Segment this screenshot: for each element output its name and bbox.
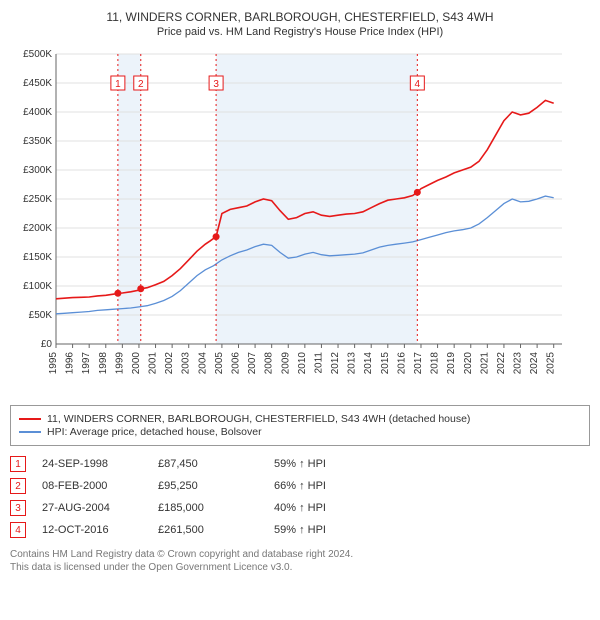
svg-text:2002: 2002 [164, 352, 175, 375]
svg-text:2013: 2013 [347, 352, 358, 375]
legend-item: HPI: Average price, detached house, Bols… [19, 426, 581, 438]
svg-text:2012: 2012 [330, 352, 341, 375]
price-chart: £0 £50K £100K £150K £200K £250K £300K £350K £400… [10, 44, 590, 397]
svg-text:£450K: £450K [23, 78, 52, 89]
transaction-table: 1 24-SEP-1998 £87,450 59% ↑ HPI 2 08-FEB-2000… [10, 456, 590, 538]
svg-text:2018: 2018 [430, 352, 441, 375]
svg-text:2007: 2007 [247, 352, 258, 375]
svg-text:£500K: £500K [23, 49, 52, 60]
svg-text:£400K: £400K [23, 107, 52, 118]
svg-text:£50K: £50K [29, 310, 53, 321]
legend-swatch [19, 418, 41, 420]
svg-text:2006: 2006 [230, 352, 241, 375]
svg-text:2008: 2008 [264, 352, 275, 375]
transaction-row: 3 27-AUG-2004 £185,000 40% ↑ HPI [10, 500, 590, 516]
svg-text:2020: 2020 [463, 352, 474, 375]
transaction-row: 1 24-SEP-1998 £87,450 59% ↑ HPI [10, 456, 590, 472]
svg-text:2: 2 [138, 79, 144, 90]
svg-text:1999: 1999 [114, 352, 125, 375]
transaction-vs-hpi: 40% ↑ HPI [274, 502, 364, 514]
legend-label: HPI: Average price, detached house, Bols… [47, 426, 262, 438]
svg-text:2005: 2005 [214, 352, 225, 375]
svg-text:2010: 2010 [297, 352, 308, 375]
svg-text:£100K: £100K [23, 281, 52, 292]
svg-text:2025: 2025 [546, 352, 557, 375]
svg-text:2014: 2014 [363, 352, 374, 375]
svg-text:2000: 2000 [131, 352, 142, 375]
transaction-date: 12-OCT-2016 [42, 524, 142, 536]
svg-text:2023: 2023 [513, 352, 524, 375]
svg-text:2021: 2021 [479, 352, 490, 375]
svg-text:2001: 2001 [148, 352, 159, 375]
svg-text:1997: 1997 [81, 352, 92, 375]
chart-title: 11, WINDERS CORNER, BARLBOROUGH, CHESTER… [10, 10, 590, 24]
transaction-vs-hpi: 66% ↑ HPI [274, 480, 364, 492]
transaction-vs-hpi: 59% ↑ HPI [274, 524, 364, 536]
svg-text:3: 3 [213, 79, 219, 90]
svg-text:2009: 2009 [280, 352, 291, 375]
transaction-vs-hpi: 59% ↑ HPI [274, 458, 364, 470]
transaction-date: 24-SEP-1998 [42, 458, 142, 470]
svg-text:1996: 1996 [65, 352, 76, 375]
svg-text:£200K: £200K [23, 223, 52, 234]
transaction-price: £185,000 [158, 502, 258, 514]
svg-text:£150K: £150K [23, 252, 52, 263]
footer-line2: This data is licensed under the Open Gov… [10, 562, 292, 573]
transaction-marker: 1 [10, 456, 26, 472]
svg-text:£350K: £350K [23, 136, 52, 147]
svg-text:2004: 2004 [197, 352, 208, 375]
transaction-marker: 3 [10, 500, 26, 516]
legend: 11, WINDERS CORNER, BARLBOROUGH, CHESTER… [10, 405, 590, 446]
svg-text:£300K: £300K [23, 165, 52, 176]
transaction-date: 08-FEB-2000 [42, 480, 142, 492]
transaction-row: 4 12-OCT-2016 £261,500 59% ↑ HPI [10, 522, 590, 538]
transaction-price: £87,450 [158, 458, 258, 470]
svg-text:2016: 2016 [396, 352, 407, 375]
footer-line1: Contains HM Land Registry data © Crown c… [10, 549, 353, 560]
svg-text:4: 4 [415, 79, 421, 90]
chart-svg: £0 £50K £100K £150K £200K £250K £300K £350K £400… [10, 44, 570, 394]
transaction-marker: 4 [10, 522, 26, 538]
svg-text:2017: 2017 [413, 352, 424, 375]
svg-text:£250K: £250K [23, 194, 52, 205]
svg-text:2024: 2024 [529, 352, 540, 375]
svg-text:2019: 2019 [446, 352, 457, 375]
transaction-row: 2 08-FEB-2000 £95,250 66% ↑ HPI [10, 478, 590, 494]
svg-text:2022: 2022 [496, 352, 507, 375]
footer-attribution: Contains HM Land Registry data © Crown c… [10, 548, 590, 574]
svg-text:2011: 2011 [313, 352, 324, 374]
transaction-price: £95,250 [158, 480, 258, 492]
svg-text:1: 1 [115, 79, 121, 90]
svg-text:2003: 2003 [181, 352, 192, 375]
svg-text:2015: 2015 [380, 352, 391, 375]
transaction-price: £261,500 [158, 524, 258, 536]
transaction-marker: 2 [10, 478, 26, 494]
chart-subtitle: Price paid vs. HM Land Registry's House … [10, 26, 590, 38]
svg-text:£0: £0 [41, 339, 53, 350]
svg-text:1995: 1995 [48, 352, 59, 375]
legend-item: 11, WINDERS CORNER, BARLBOROUGH, CHESTER… [19, 413, 581, 425]
legend-label: 11, WINDERS CORNER, BARLBOROUGH, CHESTER… [47, 413, 470, 425]
transaction-date: 27-AUG-2004 [42, 502, 142, 514]
legend-swatch [19, 431, 41, 433]
svg-text:1998: 1998 [98, 352, 109, 375]
